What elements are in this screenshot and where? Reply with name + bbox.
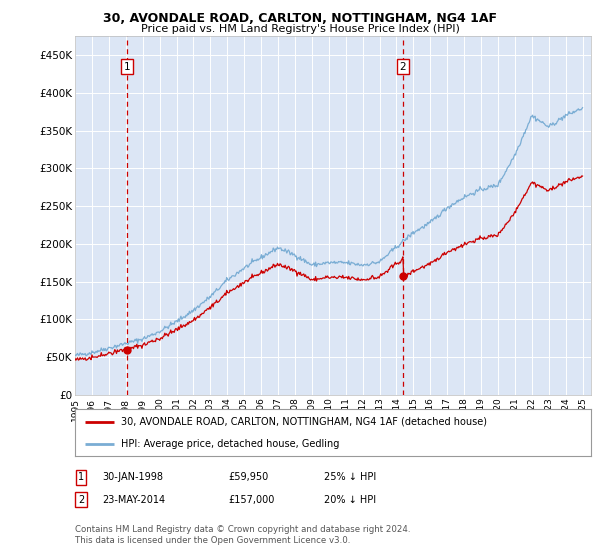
Text: 30-JAN-1998: 30-JAN-1998 [102, 472, 163, 482]
Text: 23-MAY-2014: 23-MAY-2014 [102, 494, 165, 505]
Text: 30, AVONDALE ROAD, CARLTON, NOTTINGHAM, NG4 1AF (detached house): 30, AVONDALE ROAD, CARLTON, NOTTINGHAM, … [121, 417, 487, 427]
Text: 20% ↓ HPI: 20% ↓ HPI [324, 494, 376, 505]
Text: Contains HM Land Registry data © Crown copyright and database right 2024.
This d: Contains HM Land Registry data © Crown c… [75, 525, 410, 545]
Text: 30, AVONDALE ROAD, CARLTON, NOTTINGHAM, NG4 1AF: 30, AVONDALE ROAD, CARLTON, NOTTINGHAM, … [103, 12, 497, 25]
Text: 1: 1 [124, 62, 130, 72]
Text: HPI: Average price, detached house, Gedling: HPI: Average price, detached house, Gedl… [121, 438, 340, 449]
Text: 2: 2 [400, 62, 406, 72]
Text: 2: 2 [78, 494, 84, 505]
Text: 25% ↓ HPI: 25% ↓ HPI [324, 472, 376, 482]
Text: Price paid vs. HM Land Registry's House Price Index (HPI): Price paid vs. HM Land Registry's House … [140, 24, 460, 34]
Text: £59,950: £59,950 [228, 472, 268, 482]
Text: 1: 1 [78, 472, 84, 482]
Text: £157,000: £157,000 [228, 494, 274, 505]
